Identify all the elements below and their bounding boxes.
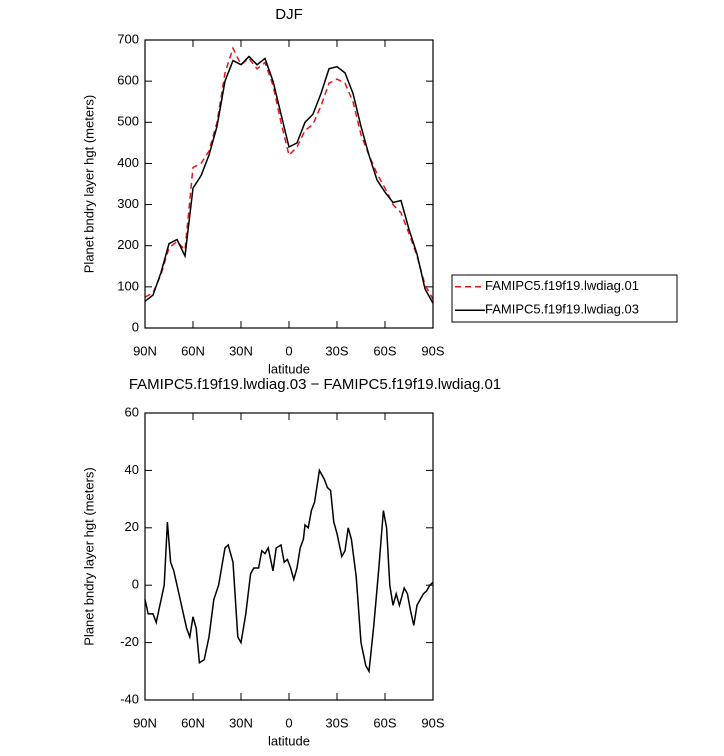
x-tick-label: 90S <box>421 715 444 730</box>
y-tick-label: 20 <box>125 519 139 534</box>
y-tick-label: 40 <box>125 462 139 477</box>
y-tick-label: 200 <box>117 237 139 252</box>
x-axis-label: latitude <box>268 361 310 376</box>
data-line <box>144 55 434 304</box>
x-tick-label: 0 <box>285 343 292 358</box>
legend-label: FAMIPC5.f19f19.lwdiag.01 <box>485 278 639 293</box>
y-tick-label: -20 <box>120 634 139 649</box>
legend-box <box>451 274 678 323</box>
x-tick-label: 90N <box>133 343 157 358</box>
y-tick-label: -40 <box>120 691 139 706</box>
y-tick-label: 0 <box>132 319 139 334</box>
x-tick-label: 90N <box>133 715 157 730</box>
x-axis-label: latitude <box>268 733 310 748</box>
y-tick-label: 700 <box>117 31 139 46</box>
x-tick-label: 60N <box>181 715 205 730</box>
y-tick-label: 300 <box>117 196 139 211</box>
y-axis-label: Planet bndry layer hgt (meters) <box>81 467 96 645</box>
x-tick-label: 0 <box>285 715 292 730</box>
y-tick-label: 0 <box>132 577 139 592</box>
x-tick-label: 30S <box>325 715 348 730</box>
data-line <box>144 46 434 300</box>
legend-label: FAMIPC5.f19f19.lwdiag.03 <box>485 302 639 317</box>
y-tick-label: 60 <box>125 404 139 419</box>
data-line <box>144 468 434 674</box>
x-tick-label: 60S <box>373 343 396 358</box>
x-tick-label: 30N <box>229 715 253 730</box>
plot-frame <box>144 39 434 329</box>
y-tick-label: 500 <box>117 114 139 129</box>
x-tick-label: 30N <box>229 343 253 358</box>
x-tick-label: 90S <box>421 343 444 358</box>
y-tick-label: 400 <box>117 155 139 170</box>
plot-frame <box>144 412 434 701</box>
y-axis-label: Planet bndry layer hgt (meters) <box>81 95 96 273</box>
x-tick-label: 60S <box>373 715 396 730</box>
x-tick-label: 30S <box>325 343 348 358</box>
chart-title: FAMIPC5.f19f19.lwdiag.03 − FAMIPC5.f19f1… <box>129 376 501 393</box>
y-tick-label: 600 <box>117 73 139 88</box>
y-tick-label: 100 <box>117 278 139 293</box>
x-tick-label: 60N <box>181 343 205 358</box>
chart-title: DJF <box>275 6 303 23</box>
